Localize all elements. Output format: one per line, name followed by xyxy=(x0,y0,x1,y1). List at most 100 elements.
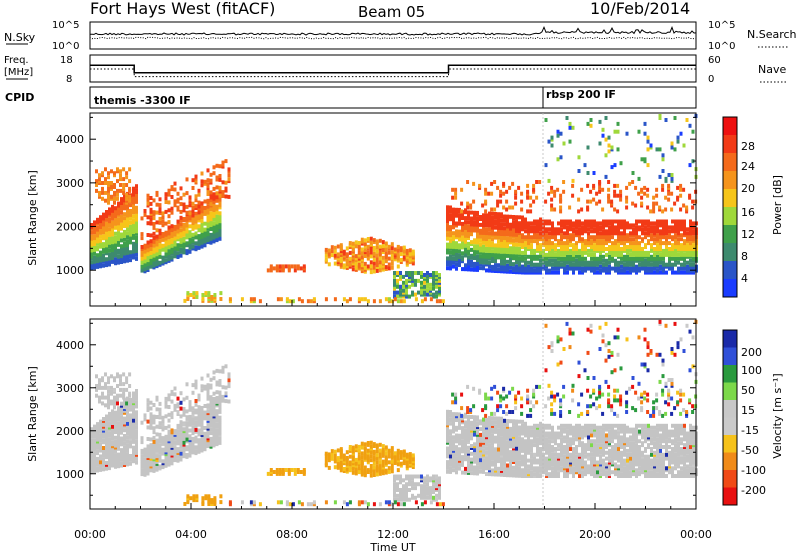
velocity-cell xyxy=(152,435,156,440)
power-cell xyxy=(104,198,107,203)
velocity-cell xyxy=(209,377,213,382)
power-cell xyxy=(423,297,427,302)
power-cell xyxy=(200,171,204,176)
power-cell xyxy=(107,171,110,176)
power-cell xyxy=(287,264,291,269)
power-cell xyxy=(650,233,653,238)
power-cell xyxy=(494,263,497,268)
power-cell xyxy=(578,270,581,275)
power-cell xyxy=(484,187,488,192)
power-cell xyxy=(158,216,162,221)
power-cell xyxy=(607,135,611,140)
power-cell xyxy=(390,250,394,255)
velocity-cell xyxy=(360,459,364,464)
power-cell xyxy=(557,227,560,232)
power-cell xyxy=(670,141,674,146)
power-cell xyxy=(566,264,569,269)
power-cell xyxy=(629,248,632,253)
velocity-cell xyxy=(330,449,334,454)
power-cell xyxy=(545,219,548,224)
power-cell xyxy=(369,264,373,269)
power-cell xyxy=(167,208,171,213)
velocity-cell xyxy=(182,407,186,411)
power-cell xyxy=(659,264,662,269)
velocity-cell xyxy=(378,464,382,468)
power-cell xyxy=(524,217,527,222)
power-cell xyxy=(562,189,566,194)
power-cell xyxy=(120,214,123,219)
velocity-cell xyxy=(204,494,208,499)
power-cell xyxy=(491,249,494,254)
velocity-cell xyxy=(176,447,180,452)
power-cell xyxy=(581,243,584,248)
power-cell xyxy=(458,243,461,248)
power-cell xyxy=(683,223,686,228)
velocity-cell xyxy=(348,445,352,449)
velocity-cell xyxy=(149,437,153,442)
power-cell xyxy=(227,167,231,172)
power-cell xyxy=(123,212,126,217)
power-cell xyxy=(399,246,403,251)
power-cell xyxy=(611,241,614,246)
power-cell xyxy=(417,271,420,275)
power-cell xyxy=(593,243,596,248)
power-cell xyxy=(179,238,183,242)
velocity-cell xyxy=(179,391,183,396)
velocity-cell xyxy=(132,405,135,410)
power-cell xyxy=(372,261,376,266)
power-cell xyxy=(637,129,641,134)
power-cell xyxy=(563,235,566,240)
power-cell xyxy=(575,241,578,246)
power-cell xyxy=(542,241,545,246)
power-cell xyxy=(563,247,566,251)
power-cell xyxy=(209,232,213,237)
power-cell xyxy=(632,223,635,228)
power-cell xyxy=(387,297,391,302)
power-cell xyxy=(521,219,524,224)
power-cell xyxy=(176,243,180,248)
power-cell xyxy=(197,224,201,229)
power-cell xyxy=(476,216,479,221)
power-cell xyxy=(132,186,135,191)
velocity-cell xyxy=(269,468,273,472)
power-cell xyxy=(499,193,503,198)
power-cell xyxy=(454,191,458,196)
power-cell xyxy=(390,246,394,251)
power-cell xyxy=(372,299,376,304)
power-cell xyxy=(461,221,464,226)
power-cell xyxy=(479,254,482,259)
power-cell xyxy=(129,209,132,213)
power-cell xyxy=(173,181,177,186)
power-cell xyxy=(514,195,518,200)
velocity-cell xyxy=(176,458,180,463)
power-cell xyxy=(306,299,310,304)
velocity-cell xyxy=(158,432,162,437)
power-cell xyxy=(686,247,689,251)
power-cell xyxy=(613,129,617,134)
power-cell xyxy=(667,191,671,196)
power-cell xyxy=(482,264,485,269)
power-cell xyxy=(638,266,641,271)
power-cell xyxy=(656,247,659,251)
power-cell xyxy=(482,227,485,231)
power-cell xyxy=(126,231,129,236)
power-cell xyxy=(556,157,560,162)
power-cell xyxy=(668,229,671,234)
power-cell xyxy=(674,239,677,244)
power-cell xyxy=(518,256,521,261)
power-cell xyxy=(455,253,458,257)
power-cell xyxy=(605,247,608,251)
velocity-cell xyxy=(99,419,102,424)
power-cell xyxy=(466,205,470,210)
nave-label: Nave xyxy=(758,63,786,76)
power-cell xyxy=(297,297,301,302)
power-cell xyxy=(679,131,683,136)
velocity-cell xyxy=(390,459,394,464)
velocity-cell xyxy=(125,376,129,381)
y-tick-label: 4000 xyxy=(56,133,84,146)
power-cell xyxy=(661,187,665,192)
power-cell xyxy=(614,258,617,263)
velocity-cell xyxy=(206,404,210,409)
power-cell xyxy=(152,198,156,203)
power-cell xyxy=(598,189,602,194)
